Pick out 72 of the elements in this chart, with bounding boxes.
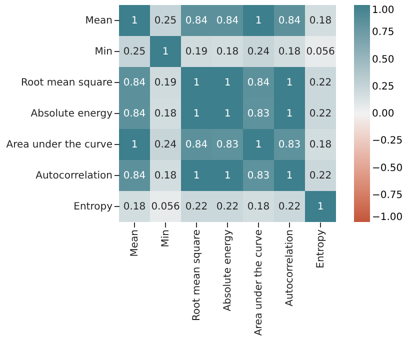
data-label: 1: [286, 170, 293, 182]
data-label: 0.24: [154, 140, 177, 150]
color-bar-label: −0.50: [372, 162, 403, 174]
data-label: 1: [224, 108, 231, 120]
data-label: 0.24: [247, 46, 270, 58]
data-label: 0.84: [185, 140, 208, 150]
data-label: 0.18: [247, 202, 270, 212]
y-tick-label: Absolute energy: [30, 108, 113, 120]
y-tick-label: Entropy: [74, 202, 113, 212]
x-tick-label: Min: [160, 230, 172, 248]
x-tick-label: Mean: [130, 230, 140, 257]
data-label: 0.22: [278, 202, 301, 212]
data-label: 0.18: [309, 140, 332, 150]
data-label: 1: [286, 78, 293, 88]
data-label: 0.25: [123, 46, 146, 58]
y-tick-label: Mean: [85, 16, 112, 26]
data-label: 1: [286, 108, 293, 120]
x-tick-label: Area under the curve: [254, 230, 264, 336]
data-label: 0.22: [185, 202, 208, 212]
data-label: 0.83: [247, 108, 270, 120]
data-label: 1: [255, 16, 262, 26]
color-bar-label: 1.00: [372, 5, 394, 16]
data-label: 0.056: [151, 202, 180, 212]
color-bar-label: 0.75: [372, 27, 394, 38]
data-label: 0.22: [216, 202, 239, 212]
data-label: 0.84: [123, 170, 146, 182]
data-label: 0.84: [216, 16, 239, 26]
color-bar-label: −0.75: [372, 190, 403, 201]
data-label: 1: [224, 78, 231, 88]
data-label: 1: [131, 16, 138, 26]
y-tick-label: Root mean square: [21, 78, 112, 88]
data-label: 0.25: [154, 16, 177, 26]
data-label: 0.18: [309, 16, 332, 26]
data-label: 0.18: [154, 108, 177, 120]
data-label: 0.84: [123, 108, 146, 120]
data-label: 0.84: [123, 78, 146, 88]
data-label: 0.18: [154, 170, 177, 182]
data-label: 1: [193, 108, 200, 120]
data-label: 1: [224, 170, 231, 182]
data-label: 0.19: [185, 46, 208, 58]
data-label: 0.84: [185, 16, 208, 26]
y-tick-label: Area under the curve: [6, 140, 112, 150]
data-label: 0.83: [216, 140, 239, 150]
x-tick-label: Entropy: [316, 229, 326, 268]
data-label: 0.056: [306, 46, 335, 58]
data-label: 0.83: [247, 170, 270, 182]
data-label: 1: [193, 78, 200, 88]
color-bar-label: −1.00: [372, 212, 403, 223]
x-tick-label: Absolute energy: [222, 229, 234, 312]
data-label: 1: [317, 202, 324, 212]
y-tick-label: Min: [94, 46, 112, 58]
data-label: 0.22: [309, 170, 332, 182]
x-tick-label: Root mean square: [192, 230, 202, 321]
data-label: 0.19: [154, 78, 177, 88]
data-label: 0.84: [278, 16, 301, 26]
data-label: 1: [162, 46, 169, 58]
data-label: 0.83: [278, 140, 301, 150]
data-label: 0.22: [309, 108, 332, 120]
color-bar-label: −0.25: [372, 136, 403, 147]
x-tick-label: Autocorrelation: [284, 230, 296, 306]
data-label: 1: [255, 140, 262, 150]
data-label: 0.84: [247, 78, 270, 88]
color-bar-label: 0.00: [372, 108, 394, 120]
y-tick-label: Autocorrelation: [36, 170, 112, 182]
data-label: 0.22: [309, 78, 332, 88]
data-label: 0.18: [123, 202, 146, 212]
color-bar-label: 0.50: [372, 54, 394, 66]
data-label: 0.18: [216, 46, 239, 58]
data-label: 1: [193, 170, 200, 182]
color-bar-label: 0.25: [372, 81, 394, 92]
data-label: 0.18: [278, 46, 301, 58]
data-label: 1: [131, 140, 138, 150]
